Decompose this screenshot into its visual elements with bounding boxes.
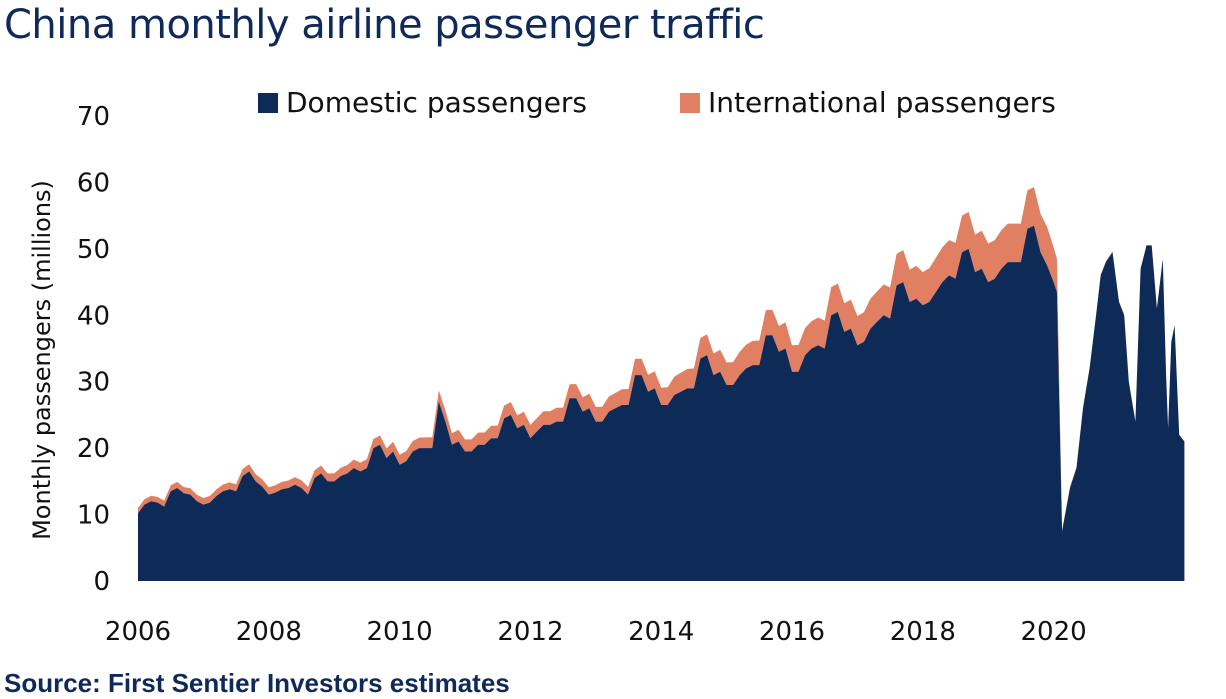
legend-swatch-domestic <box>258 92 278 113</box>
y-axis-ticks: 0 10 20 30 40 50 60 70 <box>77 102 110 597</box>
y-tick-label: 10 <box>77 501 110 531</box>
area-domestic-passengers <box>138 225 1185 581</box>
chart-areas <box>138 187 1185 581</box>
legend-item-international: International passengers <box>680 86 1056 119</box>
x-tick-label: 2014 <box>628 617 694 647</box>
x-tick-label: 2012 <box>497 617 563 647</box>
y-tick-label: 30 <box>77 368 110 398</box>
legend-label-domestic: Domestic passengers <box>286 86 588 119</box>
legend-item-domestic: Domestic passengers <box>258 86 587 119</box>
legend-label-international: International passengers <box>708 86 1056 119</box>
x-tick-label: 2020 <box>1021 617 1087 647</box>
y-tick-label: 20 <box>77 434 110 464</box>
legend-swatch-international <box>680 92 700 113</box>
chart-title: China monthly airline passenger traffic <box>4 2 765 48</box>
x-tick-label: 2008 <box>236 617 302 647</box>
x-tick-label: 2010 <box>367 617 433 647</box>
y-tick-label: 40 <box>77 301 110 331</box>
x-tick-label: 2006 <box>105 617 171 647</box>
y-tick-label: 60 <box>77 168 110 198</box>
y-axis-label: Monthly passengers (millions) <box>28 180 56 540</box>
y-tick-label: 70 <box>77 102 110 132</box>
source-note: Source: First Sentier Investors estimate… <box>4 668 510 698</box>
x-tick-label: 2016 <box>759 617 825 647</box>
x-tick-label: 2018 <box>890 617 956 647</box>
y-tick-label: 50 <box>77 235 110 265</box>
y-tick-label: 0 <box>93 567 110 597</box>
x-axis-ticks: 2006 2008 2010 2012 2014 2016 2018 2020 <box>105 617 1087 647</box>
legend: Domestic passengers International passen… <box>0 86 1226 120</box>
area-international-passengers <box>138 187 1185 532</box>
